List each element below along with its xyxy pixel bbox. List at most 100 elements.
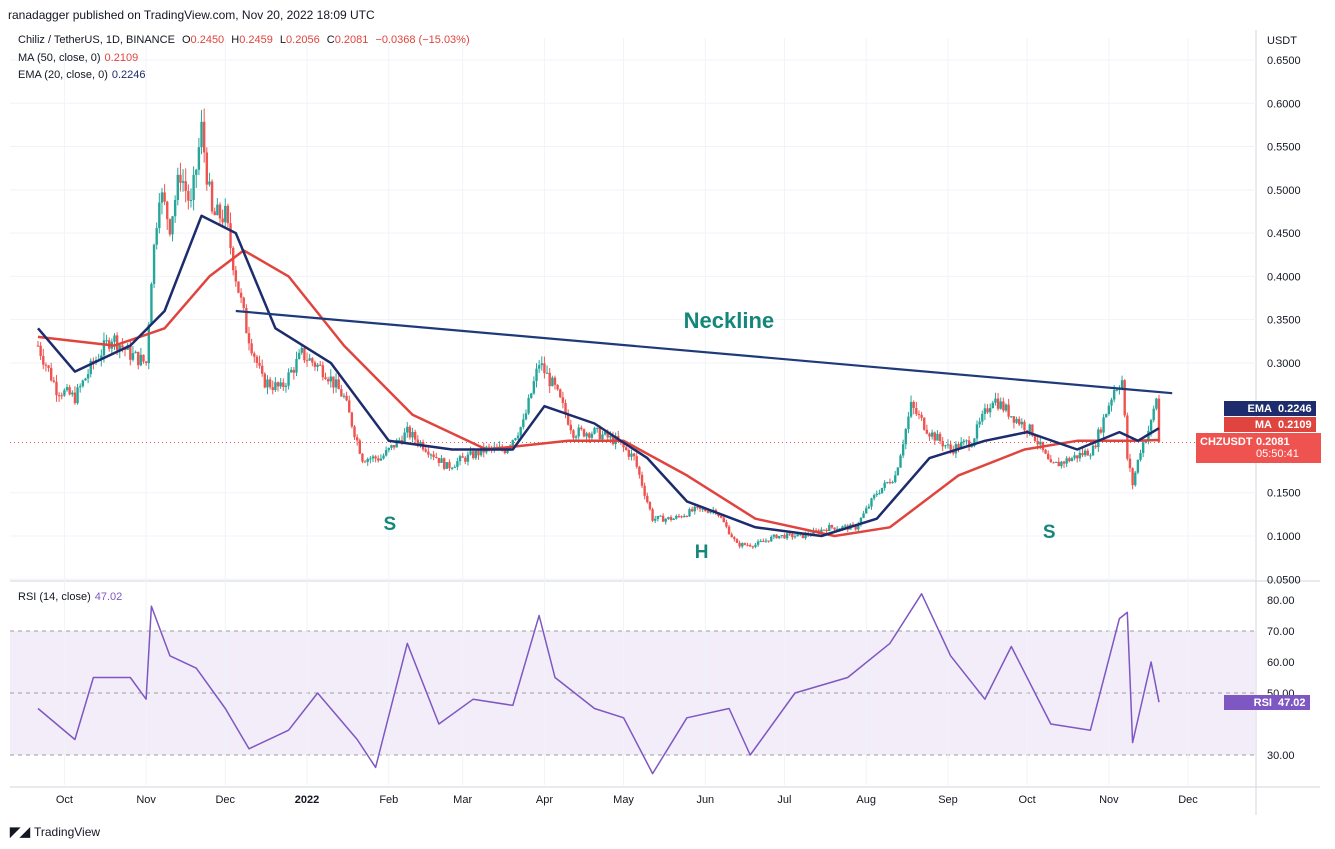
ma-legend[interactable]: MA (50, close, 0) 0.2109 [18,52,139,64]
candle-body [545,372,549,374]
candle-body [603,431,607,435]
candle-body [76,387,79,404]
candle-body [949,444,952,450]
candle-body [245,307,248,334]
candle-body [651,509,654,521]
candle-body [624,447,628,450]
candle-body [585,433,588,437]
candle-body [274,382,277,391]
candle-body [886,482,889,484]
candle-body [134,351,137,354]
rsi-legend[interactable]: RSI (14, close) 47.02 [18,591,123,603]
candle-body [978,421,981,425]
candle-body [63,390,66,396]
candle-body [896,467,900,476]
price-tick-label: 0.6000 [1267,98,1301,110]
candle-body [263,373,267,388]
candle-body [698,507,702,509]
candle-body [379,458,383,461]
candle-body [406,426,409,433]
candle-body [216,204,219,216]
candle-body [1131,468,1134,486]
candle-body [743,543,747,545]
candle-body [84,378,87,381]
candle-body [168,219,172,235]
candle-body [957,444,960,449]
candle-body [355,437,359,441]
candle-body [366,458,369,462]
tradingview-logo-icon: ◤◢ [10,824,30,839]
candle-body [730,534,733,538]
candle-body [701,508,704,510]
symbol-legend[interactable]: Chiliz / TetherUS, 1D, BINANCE O0.2450 H… [18,34,470,46]
candle-body [875,493,878,496]
candle-body [342,395,346,397]
candle-body [622,443,625,448]
candle-body [377,458,380,461]
candle-body [100,355,103,360]
candle-body [862,513,865,518]
candle-body [1060,461,1063,467]
candle-body [999,401,1002,409]
candle-body [255,356,259,364]
candle-body [382,455,385,459]
candle-body [640,474,644,486]
open-value: 0.2450 [190,34,225,46]
candle-body [519,427,522,436]
candle-body [1155,398,1158,409]
candle-body [664,518,667,522]
candle-body [60,395,63,397]
candle-body [801,533,805,539]
candle-body [163,192,166,202]
candle-body [1141,442,1145,454]
candle-body [725,522,728,527]
candle-body [996,398,1000,409]
candle-body [1039,441,1042,445]
candle-body [693,506,696,512]
candle-body [1004,404,1008,411]
candle-body [719,515,723,518]
candle-body [250,343,253,354]
candle-body [160,192,164,203]
candle-body [514,438,517,441]
candle-body [503,449,507,454]
time-tick-label: Oct [56,794,73,806]
time-tick-label: Jul [777,794,791,806]
candle-body [1105,414,1108,418]
candle-body [474,450,478,459]
candle-body [292,369,296,373]
candle-body [221,218,224,223]
ma-legend-value: 0.2109 [104,52,139,64]
candle-body [247,333,251,344]
candle-body [1047,453,1050,460]
candle-body [121,345,124,348]
candle-body [147,324,150,364]
price-axis-unit: USDT [1267,35,1297,47]
candle-body [606,431,609,438]
candle-body [440,458,443,463]
candle-body [1134,472,1137,486]
ema20-line [37,214,1160,538]
candle-body [598,427,602,440]
candle-body [923,417,926,430]
candle-body [1107,405,1111,415]
candle-body [767,540,770,542]
tradingview-brand[interactable]: ◤◢ TradingView [10,824,101,839]
candle-body [516,435,520,439]
candle-body [577,427,580,437]
candle-body [42,355,45,365]
ema-legend[interactable]: EMA (20, close, 0) 0.2246 [18,69,146,81]
candle-body [260,365,264,374]
price-pane [10,38,1256,580]
candle-body [904,429,907,445]
candle-body [334,379,338,388]
candle-body [574,436,578,438]
candle-body [843,525,847,527]
candle-body [55,381,58,396]
price-tick-label: 0.4000 [1267,271,1301,283]
candle-body [1076,455,1079,459]
candle-body [983,408,987,414]
candle-body [894,475,897,483]
candle-body [1139,453,1142,460]
